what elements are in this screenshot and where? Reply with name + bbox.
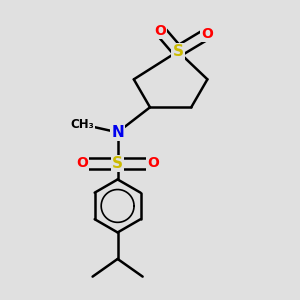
Text: O: O xyxy=(76,156,88,170)
Text: N: N xyxy=(111,125,124,140)
Text: O: O xyxy=(147,156,159,170)
Text: S: S xyxy=(172,44,184,59)
Text: O: O xyxy=(154,24,166,38)
Text: O: O xyxy=(202,27,213,41)
Text: S: S xyxy=(112,156,123,171)
Text: CH₃: CH₃ xyxy=(70,118,94,131)
